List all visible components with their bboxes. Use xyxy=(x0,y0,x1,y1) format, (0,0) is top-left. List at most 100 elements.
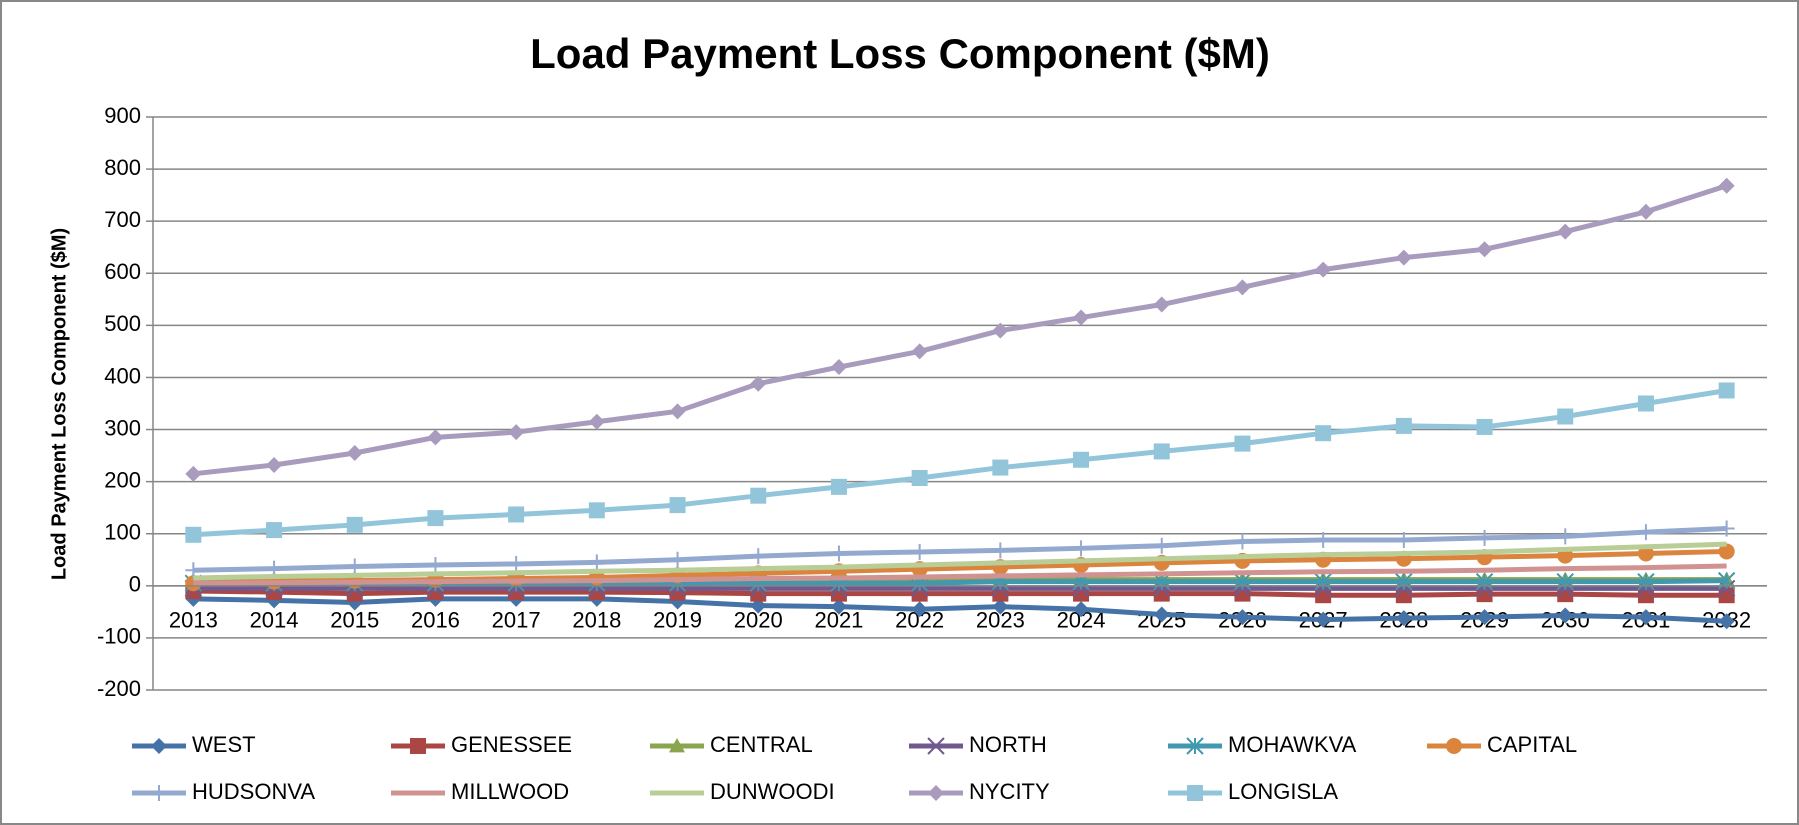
marker xyxy=(992,459,1009,476)
legend-label: LONGISLA xyxy=(1228,779,1338,804)
marker xyxy=(750,548,767,565)
x-tick-label: 2017 xyxy=(492,608,541,633)
marker xyxy=(1718,382,1735,399)
marker xyxy=(1153,606,1170,623)
legend-label: MOHAWKVA xyxy=(1228,732,1357,757)
marker xyxy=(1556,572,1574,591)
marker xyxy=(185,526,202,543)
legend-marker xyxy=(928,785,944,801)
marker xyxy=(1073,309,1090,326)
legend-item: GENESSEE xyxy=(391,732,572,757)
legend-marker xyxy=(151,785,167,801)
marker xyxy=(1234,533,1251,550)
legend-marker xyxy=(1187,785,1203,801)
marker xyxy=(1637,572,1655,591)
marker xyxy=(1476,418,1493,435)
legend-marker xyxy=(410,738,426,754)
marker xyxy=(911,601,928,618)
legend-item: CENTRAL xyxy=(650,732,813,757)
marker xyxy=(1234,279,1251,296)
legend-item: HUDSONVA xyxy=(132,779,315,804)
series-line xyxy=(193,596,1727,624)
marker xyxy=(1637,203,1654,220)
y-tick-label: 900 xyxy=(104,103,141,128)
marker xyxy=(1315,261,1332,278)
marker xyxy=(1153,296,1170,313)
legend-item: WEST xyxy=(132,732,256,757)
marker xyxy=(1557,223,1574,240)
marker xyxy=(750,375,767,392)
marker xyxy=(1233,572,1252,591)
legend-label: CAPITAL xyxy=(1487,732,1577,757)
marker xyxy=(1395,249,1412,266)
marker xyxy=(830,598,847,615)
marker xyxy=(1234,609,1251,626)
marker xyxy=(1718,613,1735,630)
marker xyxy=(1637,609,1654,626)
marker xyxy=(1718,543,1735,560)
marker xyxy=(992,322,1009,339)
legend-label: MILLWOOD xyxy=(451,779,569,804)
marker xyxy=(1234,435,1251,452)
marker xyxy=(508,424,525,441)
y-tick-label: 300 xyxy=(104,415,141,440)
series xyxy=(185,177,1735,482)
legend-label: HUDSONVA xyxy=(192,779,315,804)
legend-item: DUNWOODI xyxy=(650,779,835,804)
marker xyxy=(1475,572,1494,591)
marker xyxy=(427,510,444,527)
y-tick-label: 800 xyxy=(104,155,141,180)
marker xyxy=(1476,241,1493,258)
legend-item: LONGISLA xyxy=(1168,779,1338,804)
x-tick-label: 2016 xyxy=(411,608,460,633)
y-tick-label: 700 xyxy=(104,207,141,232)
y-tick-label: -100 xyxy=(97,624,141,649)
marker xyxy=(1637,545,1654,562)
marker xyxy=(346,516,363,533)
legend-item: CAPITAL xyxy=(1427,732,1577,757)
marker xyxy=(1315,425,1332,442)
marker xyxy=(588,554,605,571)
legend-marker xyxy=(669,738,685,753)
marker xyxy=(266,456,283,473)
marker xyxy=(1395,531,1412,548)
marker xyxy=(1476,529,1493,546)
y-tick-label: -200 xyxy=(97,676,141,701)
x-tick-label: 2014 xyxy=(250,608,299,633)
x-tick-label: 2019 xyxy=(653,608,702,633)
series xyxy=(185,520,1735,579)
series xyxy=(193,541,1727,581)
marker xyxy=(1073,601,1090,618)
marker xyxy=(992,598,1009,615)
marker xyxy=(1557,607,1574,624)
marker xyxy=(1153,537,1170,554)
marker xyxy=(1718,177,1735,194)
marker xyxy=(427,429,444,446)
marker xyxy=(1073,540,1090,557)
marker xyxy=(185,465,202,482)
marker xyxy=(669,403,686,420)
legend-label: CENTRAL xyxy=(710,732,813,757)
legend-item: NYCITY xyxy=(909,779,1050,804)
marker xyxy=(1395,572,1413,591)
marker xyxy=(1315,531,1332,548)
y-tick-label: 600 xyxy=(104,259,141,284)
x-tick-label: 2015 xyxy=(330,608,379,633)
marker xyxy=(1718,520,1735,537)
y-tick-label: 0 xyxy=(129,572,141,597)
marker xyxy=(911,543,928,560)
marker xyxy=(1395,417,1412,434)
legend-label: WEST xyxy=(192,732,256,757)
legend-item: MOHAWKVA xyxy=(1168,732,1357,757)
legend-item: NORTH xyxy=(909,732,1047,757)
legend-marker xyxy=(1186,737,1204,755)
legend-label: GENESSEE xyxy=(451,732,572,757)
marker xyxy=(1314,572,1332,591)
x-tick-label: 2018 xyxy=(572,608,621,633)
marker xyxy=(1557,528,1574,545)
marker xyxy=(1557,408,1574,425)
marker xyxy=(1153,443,1170,460)
series xyxy=(185,382,1735,543)
